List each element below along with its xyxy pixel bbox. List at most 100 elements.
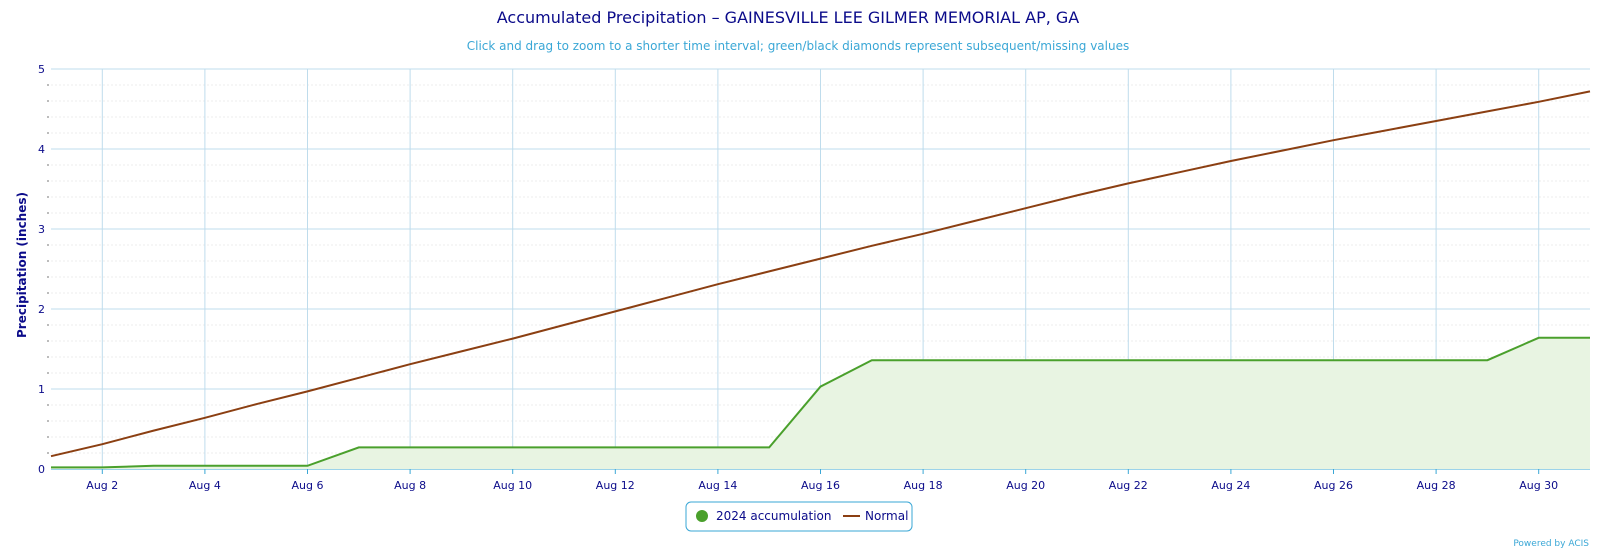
accumulation-point[interactable] [715, 444, 721, 450]
chart-subtitle: Click and drag to zoom to a shorter time… [467, 39, 1129, 53]
normal-point[interactable] [48, 453, 54, 459]
normal-point[interactable] [1433, 118, 1439, 124]
normal-point[interactable] [407, 361, 413, 367]
normal-point[interactable] [818, 256, 824, 262]
legend-box [685, 501, 913, 532]
y-axis-label: Precipitation (inches) [15, 192, 29, 338]
normal-point[interactable] [1536, 99, 1542, 105]
y-tick-label: 2 [38, 303, 45, 316]
accumulation-point[interactable] [1484, 357, 1490, 363]
normal-point[interactable] [1177, 169, 1183, 175]
legend-swatch-accumulation [696, 510, 708, 522]
accumulation-point[interactable] [1074, 357, 1080, 363]
accumulation-point[interactable] [305, 463, 311, 469]
normal-line[interactable] [50, 90, 1591, 458]
legend-item-normal[interactable]: Normal [843, 509, 908, 523]
normal-point[interactable] [1331, 137, 1337, 143]
accumulation-point[interactable] [869, 357, 875, 363]
accumulation-line[interactable] [51, 336, 1590, 469]
normal-point[interactable] [458, 348, 464, 354]
normal-point[interactable] [1587, 88, 1593, 94]
accumulation-point[interactable] [458, 444, 464, 450]
x-tick-label: Aug 20 [1006, 479, 1045, 492]
accumulation-point[interactable] [510, 444, 516, 450]
normal-point[interactable] [510, 336, 516, 342]
normal-point[interactable] [151, 428, 157, 434]
x-tick-label: Aug 18 [904, 479, 943, 492]
x-tick-label: Aug 2 [86, 479, 118, 492]
x-tick-label: Aug 10 [493, 479, 532, 492]
accumulation-point[interactable] [1279, 357, 1285, 363]
normal-point[interactable] [869, 243, 875, 249]
normal-point[interactable] [920, 231, 926, 237]
normal-point[interactable] [766, 268, 772, 274]
x-tick-label: Aug 4 [189, 479, 221, 492]
x-tick-label: Aug 24 [1211, 479, 1250, 492]
y-tick-label: 1 [38, 383, 45, 396]
x-tick-label: Aug 8 [394, 479, 426, 492]
chart-title: Accumulated Precipitation – GAINESVILLE … [497, 8, 1080, 27]
accumulation-point[interactable] [1433, 357, 1439, 363]
accumulation-point[interactable] [202, 463, 208, 469]
normal-point[interactable] [356, 375, 362, 381]
normal-point[interactable] [1484, 108, 1490, 114]
normal-point[interactable] [305, 388, 311, 394]
x-tick-label: Aug 16 [801, 479, 840, 492]
normal-point[interactable] [99, 441, 105, 447]
accumulation-point[interactable] [920, 357, 926, 363]
x-tick-label: Aug 30 [1519, 479, 1558, 492]
line-layer [50, 90, 1591, 469]
accumulation-point[interactable] [1331, 357, 1337, 363]
y-tick-label: 3 [38, 223, 45, 236]
accumulation-point[interactable] [766, 444, 772, 450]
x-tick-label: Aug 26 [1314, 479, 1353, 492]
legend-item-accumulation[interactable]: 2024 accumulation [696, 509, 831, 523]
x-tick-label: Aug 28 [1417, 479, 1456, 492]
normal-point[interactable] [715, 281, 721, 287]
area-layer [51, 337, 1590, 469]
accumulation-point[interactable] [253, 463, 259, 469]
credit-link[interactable]: Powered by ACIS [1513, 539, 1589, 549]
accumulation-point[interactable] [407, 444, 413, 450]
normal-point[interactable] [202, 415, 208, 421]
accumulation-point[interactable] [151, 463, 157, 469]
normal-point[interactable] [1074, 192, 1080, 198]
accumulation-point[interactable] [818, 384, 824, 390]
normal-point[interactable] [253, 401, 259, 407]
accumulation-point[interactable] [612, 444, 618, 450]
accumulation-point[interactable] [48, 464, 54, 470]
normal-point[interactable] [612, 308, 618, 314]
legend-label-accumulation: 2024 accumulation [716, 509, 831, 523]
x-tick-label: Aug 12 [596, 479, 635, 492]
accumulation-point[interactable] [1536, 335, 1542, 341]
y-tick-label: 0 [38, 463, 45, 476]
accumulation-point[interactable] [1382, 357, 1388, 363]
normal-point[interactable] [1125, 180, 1131, 186]
accumulation-point[interactable] [561, 444, 567, 450]
accumulation-point[interactable] [1023, 357, 1029, 363]
axes: 0 1 2 3 4 5 Aug 2 Aug 4 Aug 6 Aug 8 Aug 10 Aug 12 Au… [38, 63, 1558, 492]
accumulation-point[interactable] [664, 444, 670, 450]
accumulation-point[interactable] [1228, 357, 1234, 363]
normal-point[interactable] [1228, 158, 1234, 164]
normal-point[interactable] [561, 322, 567, 328]
accumulation-point[interactable] [971, 357, 977, 363]
accumulation-point[interactable] [1125, 357, 1131, 363]
accumulation-point[interactable] [356, 444, 362, 450]
x-tick-label: Aug 22 [1109, 479, 1148, 492]
accumulation-point[interactable] [1177, 357, 1183, 363]
accumulation-point[interactable] [1587, 335, 1593, 341]
x-tick-label: Aug 14 [698, 479, 737, 492]
y-tick-label: 5 [38, 63, 45, 76]
accumulation-area [51, 337, 1590, 469]
legend[interactable]: 2024 accumulation Normal [685, 501, 913, 532]
y-tick-label: 4 [38, 143, 45, 156]
legend-label-normal: Normal [865, 509, 908, 523]
x-tick-label: Aug 6 [292, 479, 324, 492]
normal-point[interactable] [1382, 128, 1388, 134]
normal-point[interactable] [1279, 148, 1285, 154]
normal-point[interactable] [664, 295, 670, 301]
normal-point[interactable] [971, 218, 977, 224]
normal-point[interactable] [1023, 205, 1029, 211]
